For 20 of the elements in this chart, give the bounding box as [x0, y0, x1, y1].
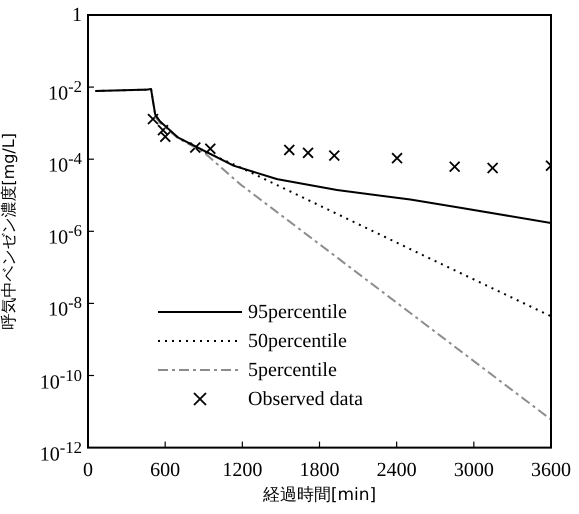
legend-label: 5percentile: [248, 358, 337, 382]
x-tick-label: 0: [83, 458, 93, 481]
x-tick-label: 3000: [454, 458, 494, 481]
y-axis-title: 呼気中ベンゼン濃度[mg/L]: [0, 133, 18, 330]
legend-label: Observed data: [248, 388, 363, 411]
x-tick-label: 1800: [300, 458, 340, 481]
x-tick-label: 2400: [376, 458, 417, 481]
y-tick-label: 10$^{-8}$: [48, 292, 82, 322]
y-tick-label: 10$^{-2}$: [48, 76, 82, 106]
x-tick-label: 600: [150, 458, 180, 481]
y-tick-label: 10$^{-6}$: [48, 220, 82, 250]
x-axis-title: 経過時間[min]: [262, 485, 376, 506]
legend-label: 95percentile: [248, 300, 347, 324]
x-tick-label: 1200: [222, 458, 262, 481]
legend-label: 50percentile: [248, 330, 347, 353]
y-tick-label: 10$^{-4}$: [48, 148, 82, 178]
y-tick-label: 10$^{-12}$: [40, 436, 82, 466]
y-tick-label: 10$^{-10}$: [40, 364, 82, 394]
x-tick-label: 3600: [531, 458, 571, 481]
y-tick-label: 1: [72, 3, 82, 27]
